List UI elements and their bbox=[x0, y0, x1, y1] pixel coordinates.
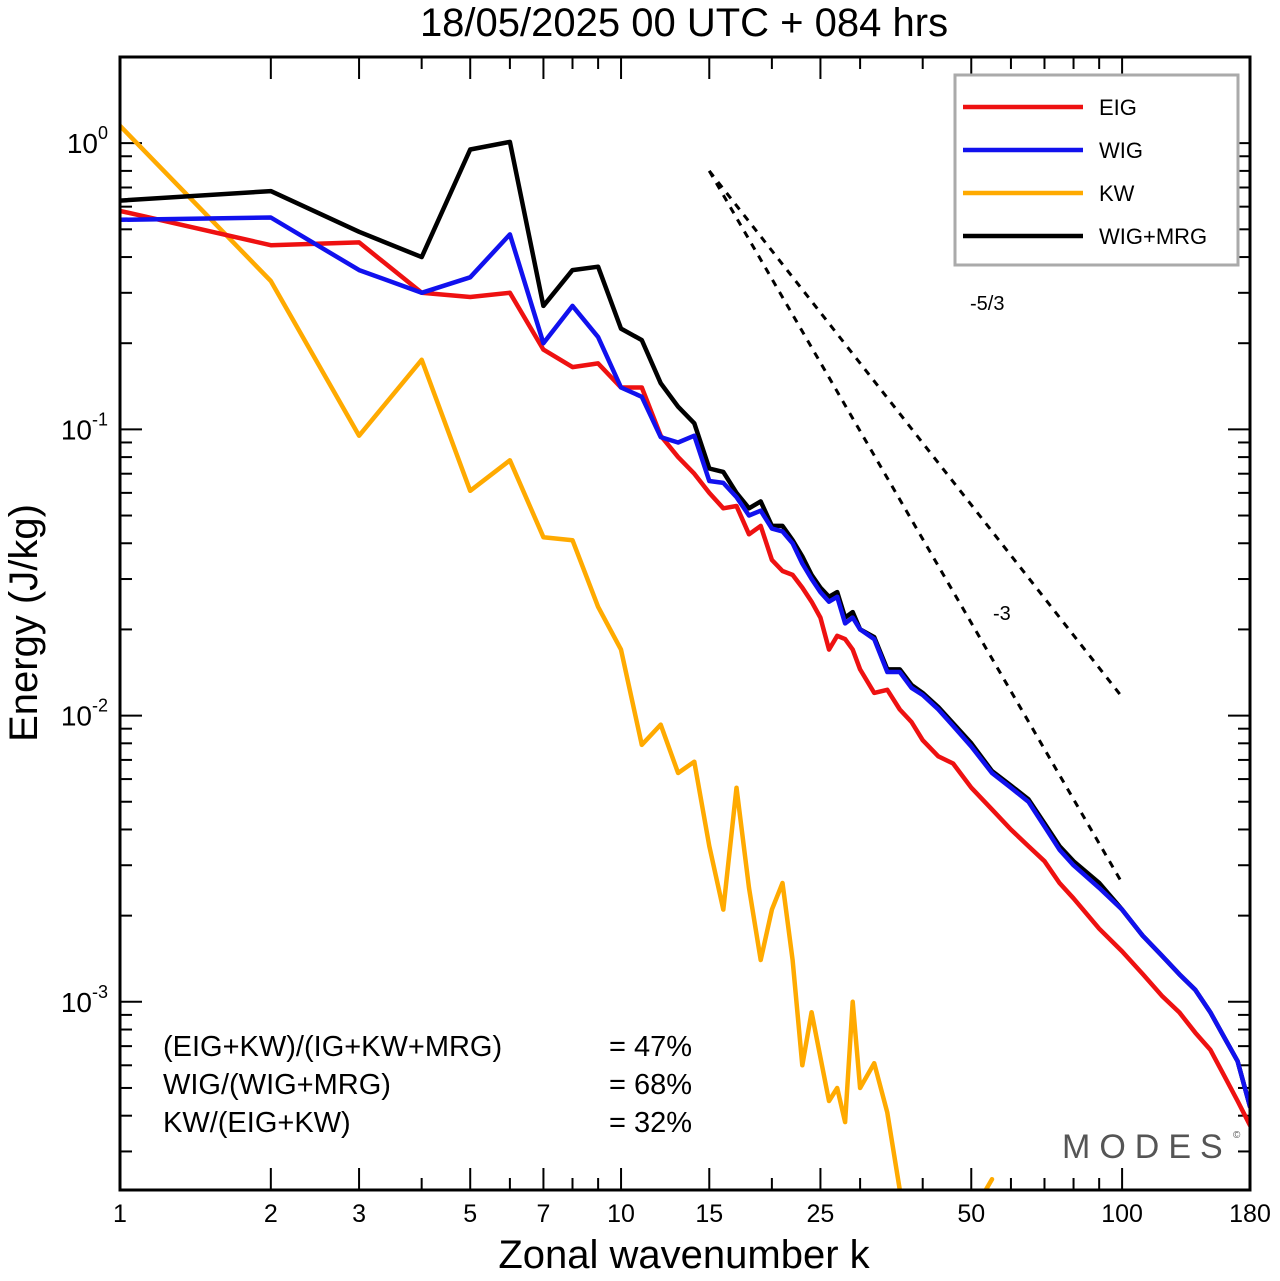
x-tick-label: 50 bbox=[957, 1200, 985, 1228]
y-axis-label: Energy (J/kg) bbox=[2, 504, 46, 742]
slope-label-1: -5/3 bbox=[970, 293, 1004, 315]
slope-reference-labels: -5/3 -3 bbox=[970, 293, 1011, 625]
x-tick-label: 1 bbox=[113, 1200, 127, 1228]
plot-frame bbox=[118, 55, 1252, 1192]
slope-label-2: -3 bbox=[993, 603, 1011, 625]
axis-ticks bbox=[119, 56, 1251, 1190]
x-tick-label: 5 bbox=[463, 1200, 477, 1228]
x-tick-label: 3 bbox=[352, 1200, 366, 1228]
x-tick-label: 25 bbox=[807, 1200, 835, 1228]
ratio-value: = 32% bbox=[609, 1107, 692, 1139]
legend-entry: EIG bbox=[1099, 95, 1137, 120]
x-axis-label: Zonal wavenumber k bbox=[498, 1233, 870, 1277]
ratio-value: = 47% bbox=[609, 1031, 692, 1063]
x-tick-label: 100 bbox=[1101, 1200, 1143, 1228]
legend: EIG WIG KW WIG+MRG bbox=[953, 73, 1240, 267]
ratio-label: KW/(EIG+KW) bbox=[163, 1107, 351, 1139]
x-tick-label: 10 bbox=[607, 1200, 635, 1228]
modes-watermark: MODES bbox=[1062, 1128, 1232, 1166]
slope-line-2 bbox=[707, 170, 1124, 884]
x-tick-labels: 1 2 3 5 7 10 15 25 50 100 180 bbox=[113, 1200, 1271, 1228]
copyright-mark: © bbox=[1233, 1130, 1241, 1141]
legend-entry: WIG+MRG bbox=[1099, 224, 1207, 249]
y-tick-label: 10-2 bbox=[61, 696, 108, 732]
legend-entry: WIG bbox=[1099, 138, 1143, 163]
ratio-label: (EIG+KW)/(IG+KW+MRG) bbox=[163, 1031, 502, 1063]
legend-entry: KW bbox=[1099, 181, 1135, 206]
y-tick-label: 10-1 bbox=[61, 409, 108, 445]
ratio-value: = 68% bbox=[609, 1069, 692, 1101]
x-tick-label: 15 bbox=[695, 1200, 723, 1228]
chart-title: 18/05/2025 00 UTC + 084 hrs bbox=[420, 1, 948, 45]
y-tick-label: 10-3 bbox=[61, 982, 108, 1018]
x-tick-label: 2 bbox=[264, 1200, 278, 1228]
x-tick-label: 180 bbox=[1229, 1200, 1271, 1228]
y-tick-label: 100 bbox=[67, 123, 108, 159]
y-tick-labels: 100 10-1 10-2 10-3 bbox=[61, 123, 108, 1018]
series-line-kw bbox=[120, 123, 995, 1190]
series-line-wig bbox=[120, 215, 1250, 1109]
x-tick-label: 7 bbox=[536, 1200, 550, 1228]
ratio-label: WIG/(WIG+MRG) bbox=[163, 1069, 391, 1101]
series-line-wig-mrg bbox=[120, 139, 1250, 1109]
data-series bbox=[120, 123, 1250, 1190]
slope-reference-lines bbox=[707, 169, 1124, 884]
series-line-eig bbox=[120, 208, 1250, 1128]
ratio-annotations: (EIG+KW)/(IG+KW+MRG) = 47% WIG/(WIG+MRG) = … bbox=[163, 1031, 692, 1139]
